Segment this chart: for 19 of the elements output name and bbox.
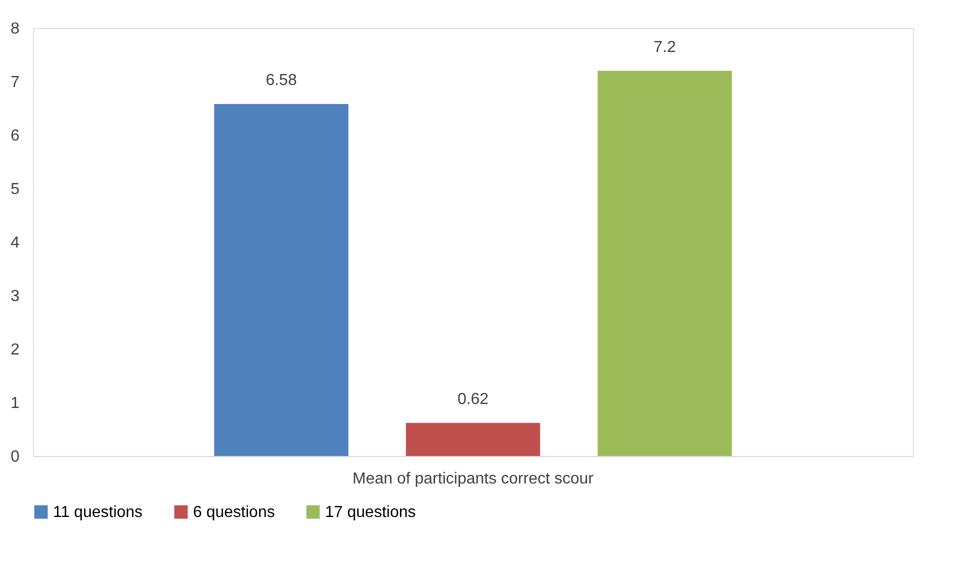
data-label: 6.58 (266, 72, 297, 89)
y-tick-label: 4 (10, 234, 20, 252)
bar (214, 104, 348, 456)
x-tick-label: Mean of participants correct scour (352, 470, 594, 488)
legend-label: 6 questions (193, 504, 275, 521)
y-tick-label: 7 (10, 74, 20, 91)
data-label: 7.2 (654, 38, 676, 56)
y-tick-label: 3 (10, 288, 20, 305)
legend-label: 11 questions (53, 504, 143, 521)
bar (598, 70, 732, 456)
y-tick-label: 2 (10, 342, 20, 358)
y-tick-label: 1 (10, 395, 20, 412)
legend-label: 17 questions (325, 504, 416, 521)
y-tick-label: 8 (10, 20, 20, 38)
y-tick-label: 0 (10, 448, 20, 466)
data-label: 0.62 (457, 390, 489, 408)
bar (406, 422, 540, 456)
y-tick-label: 6 (10, 128, 20, 144)
y-tick-label: 5 (10, 181, 20, 198)
